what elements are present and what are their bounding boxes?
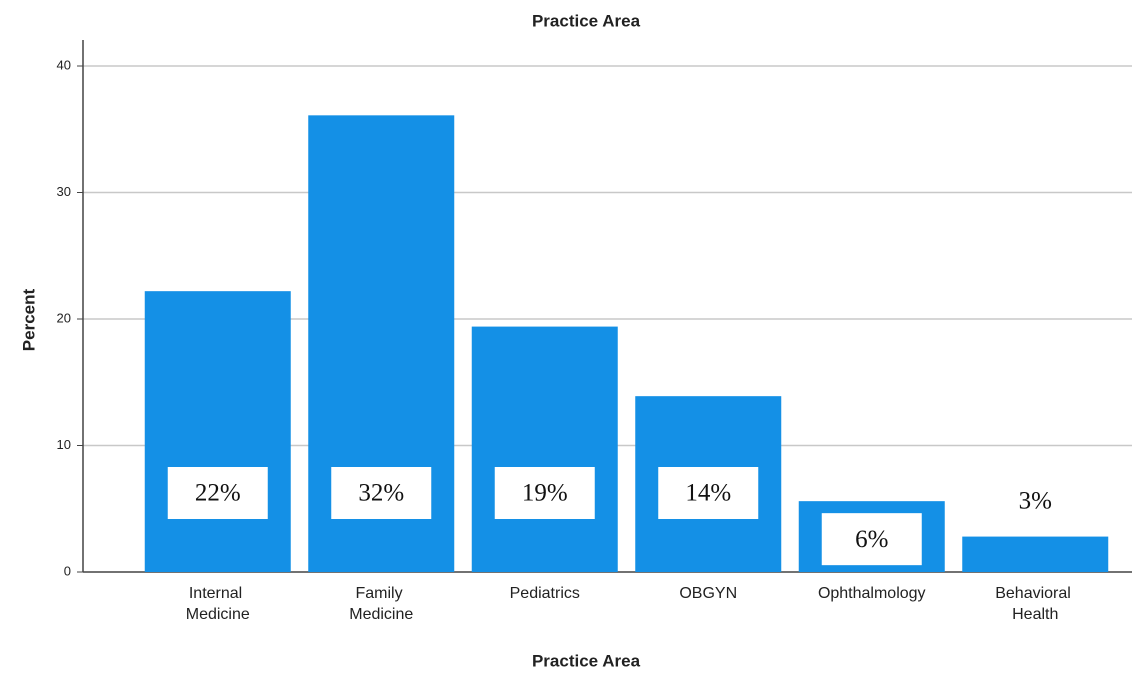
annotation-box <box>821 513 922 566</box>
x-tick-label: Ophthalmology <box>818 585 926 602</box>
annotation-box <box>494 467 595 519</box>
annotation-box <box>331 467 432 519</box>
x-tick-label: Internal Medicine <box>186 585 250 623</box>
annotation: 32% <box>358 480 404 507</box>
bar <box>962 536 1109 572</box>
annotation-box <box>658 467 759 519</box>
bar <box>144 291 291 572</box>
annotation-box <box>167 467 268 519</box>
y-axis-title: Percent <box>19 288 38 351</box>
bar <box>471 326 618 572</box>
x-tick-label: Behavioral Health <box>995 585 1075 623</box>
chart-title: Practice Area <box>532 11 641 30</box>
y-tick-label: 30 <box>57 184 71 199</box>
x-tick-label: Pediatrics <box>510 585 580 602</box>
annotation: 3% <box>1019 487 1052 514</box>
x-tick-label: OBGYN <box>679 585 737 602</box>
annotation: 14% <box>685 480 731 507</box>
y-tick-label: 20 <box>57 310 71 325</box>
y-tick-label: 10 <box>57 437 71 452</box>
y-tick-label: 0 <box>64 563 71 578</box>
annotation: 22% <box>195 480 241 507</box>
annotation: 19% <box>522 480 568 507</box>
x-tick-label: Family Medicine <box>349 585 413 623</box>
x-axis-title: Practice Area <box>532 651 641 670</box>
y-tick-label: 40 <box>57 57 71 72</box>
annotation: 6% <box>855 526 888 553</box>
